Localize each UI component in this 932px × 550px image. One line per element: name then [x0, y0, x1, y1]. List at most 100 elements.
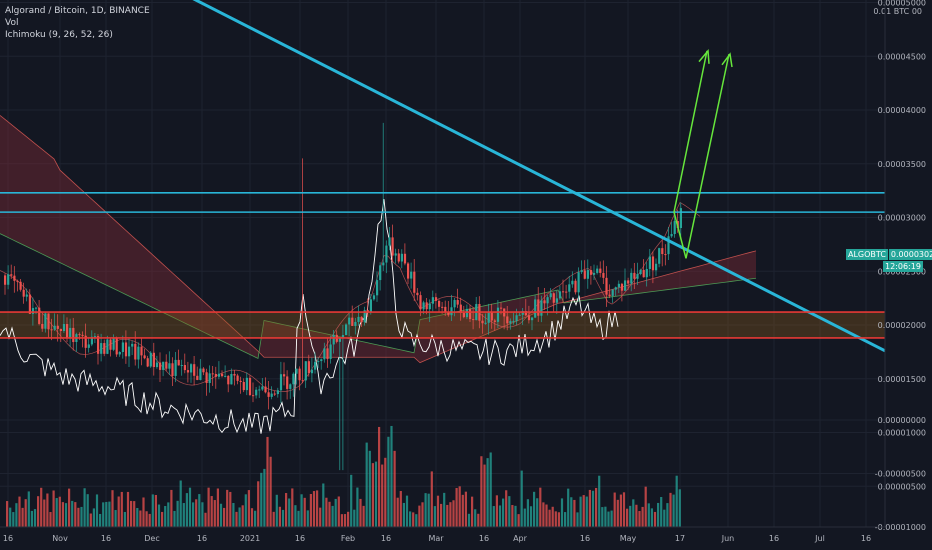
volume-bar: [142, 497, 145, 527]
volume-bar: [192, 502, 195, 527]
candle-body: [186, 370, 190, 373]
candle-body: [369, 299, 372, 312]
volume-bar: [322, 483, 325, 527]
volume-bar: [384, 457, 387, 527]
candle-body: [500, 307, 503, 309]
candle-body: [487, 311, 490, 323]
volume-bar: [635, 504, 638, 527]
candle-body: [372, 295, 376, 300]
volume-bar: [653, 511, 657, 527]
candle-body: [543, 300, 546, 304]
candle-body: [320, 359, 323, 362]
volume-bar: [52, 490, 55, 527]
candle-body: [41, 323, 44, 329]
candle-body: [602, 272, 605, 278]
volume-bar: [18, 496, 21, 527]
candle-body: [193, 364, 196, 376]
volume-bar: [254, 510, 257, 527]
x-tick-label: 16: [197, 534, 207, 543]
ichimoku-label[interactable]: Ichimoku (9, 26, 52, 26): [5, 30, 113, 40]
candle-body: [434, 297, 438, 301]
candle-body: [208, 373, 211, 384]
volume-bar: [303, 497, 306, 527]
candle-body: [465, 308, 469, 318]
volume-bar: [657, 502, 660, 527]
candle-body: [651, 256, 655, 271]
candle-body: [124, 342, 128, 357]
candle-body: [31, 308, 35, 314]
drawings[interactable]: [0, 0, 886, 353]
volume-bar: [467, 513, 471, 527]
candle-body: [227, 375, 230, 385]
candle-body: [546, 297, 549, 304]
candle-body: [518, 314, 521, 316]
candle-body: [484, 322, 487, 324]
candle-body: [338, 338, 341, 342]
volume-label[interactable]: Vol: [5, 18, 19, 28]
x-tick-label: 16: [3, 534, 13, 543]
candle-body: [224, 375, 227, 377]
candle-body: [248, 377, 252, 396]
volume-bar: [179, 480, 182, 527]
volume-bar: [306, 510, 309, 527]
symbol-title[interactable]: Algorand / Bitcoin, 1D, BINANCE: [5, 6, 150, 16]
volume-bar: [424, 493, 427, 527]
candle-body: [394, 253, 397, 256]
candle-body: [605, 277, 608, 295]
candle-body: [407, 263, 410, 279]
volume-bar: [24, 499, 27, 527]
candle-body: [190, 364, 193, 373]
volume-bar: [40, 487, 43, 527]
volume-bar: [542, 502, 545, 527]
volume-bar: [610, 510, 613, 527]
volume-bar: [238, 507, 241, 527]
x-tick-label: Jul: [814, 534, 825, 543]
candle-body: [376, 280, 379, 296]
arrow-head-2: [721, 52, 733, 68]
candle-body: [84, 335, 87, 348]
candle-body: [255, 389, 258, 396]
volume-bar: [548, 509, 551, 527]
candle-body: [283, 374, 286, 377]
cloud-fill: [0, 115, 756, 363]
volume-bar: [250, 508, 254, 527]
volume-bar: [46, 493, 49, 527]
volume-bar: [390, 425, 393, 527]
candle-body: [298, 368, 301, 381]
volume-bar: [328, 501, 331, 527]
candle-body: [531, 317, 534, 321]
volume-bar: [356, 487, 359, 527]
candle-body: [642, 269, 645, 278]
candle-body: [118, 352, 121, 355]
candle-body: [211, 373, 214, 375]
candle-body: [270, 393, 273, 397]
volume-bar: [421, 502, 424, 527]
candle-body: [13, 275, 16, 281]
x-tick-label: 16: [479, 534, 489, 543]
candle-body: [428, 303, 431, 310]
candle-body: [515, 315, 518, 322]
volume-bar: [495, 495, 498, 527]
volume-bar: [281, 509, 285, 527]
volume-bar: [492, 506, 495, 527]
volume-bar: [288, 498, 291, 527]
volume-bar: [232, 503, 235, 527]
candle-body: [431, 297, 434, 304]
volume-bar: [570, 497, 573, 527]
candle-body: [62, 324, 66, 332]
candle-body: [664, 254, 667, 256]
volume-bar: [415, 514, 418, 527]
volume-bar: [185, 493, 188, 527]
candle-body: [599, 268, 602, 273]
chart-legend: Algorand / Bitcoin, 1D, BINANCE Vol Ichi…: [5, 5, 150, 41]
candle-body: [419, 295, 422, 310]
volume-bar: [533, 491, 536, 527]
candle-body: [379, 265, 382, 281]
volume-bar: [446, 504, 449, 527]
candle-body: [35, 307, 38, 309]
volume-bar: [229, 491, 232, 527]
volume-bar: [486, 458, 489, 527]
volume-bar: [89, 513, 92, 527]
support-zone: [0, 312, 885, 338]
